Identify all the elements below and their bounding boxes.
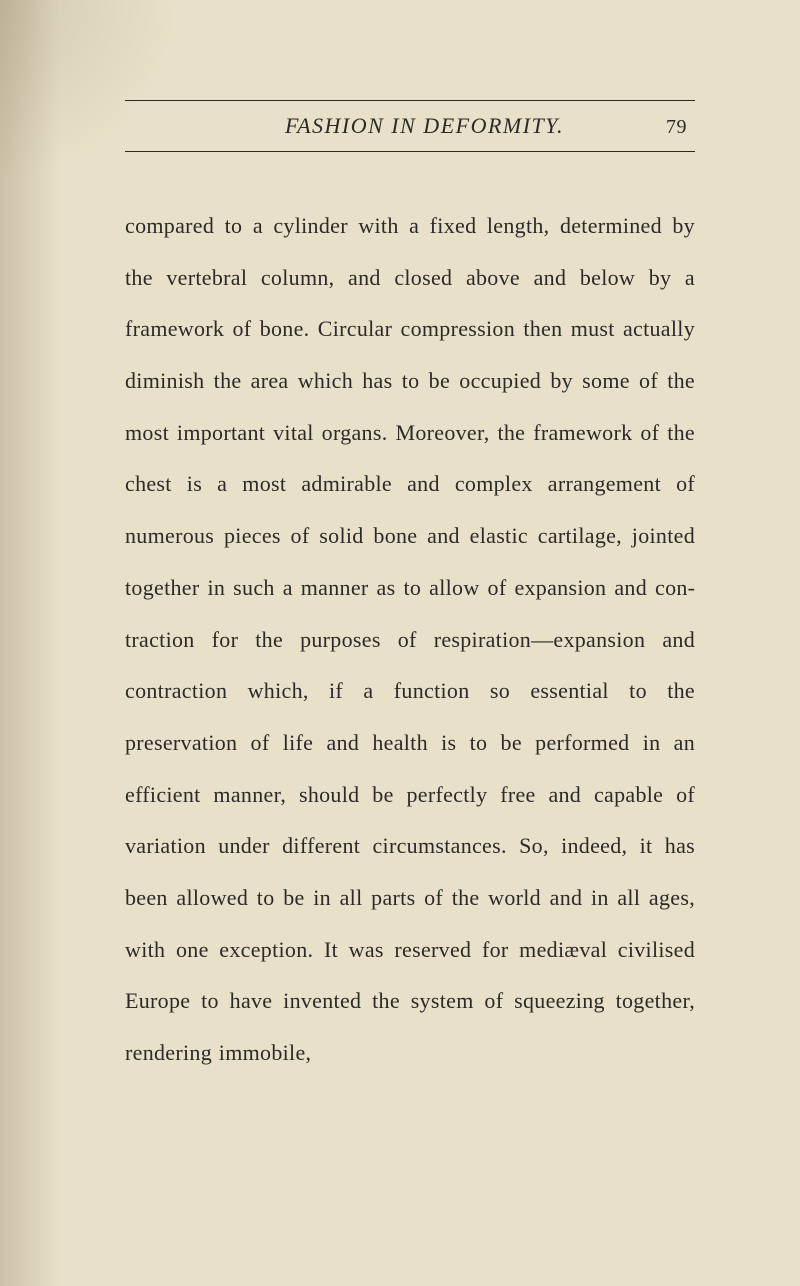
book-page: FASHION IN DEFORMITY. 79 compared to a c… bbox=[0, 0, 800, 1286]
page-header: FASHION IN DEFORMITY. 79 bbox=[125, 113, 695, 139]
running-title: FASHION IN DEFORMITY. bbox=[133, 113, 666, 139]
header-rule-top bbox=[125, 100, 695, 101]
page-number: 79 bbox=[666, 116, 687, 139]
header-rule-bottom bbox=[125, 151, 695, 152]
body-paragraph: compared to a cylinder with a fixed leng… bbox=[125, 200, 695, 1079]
